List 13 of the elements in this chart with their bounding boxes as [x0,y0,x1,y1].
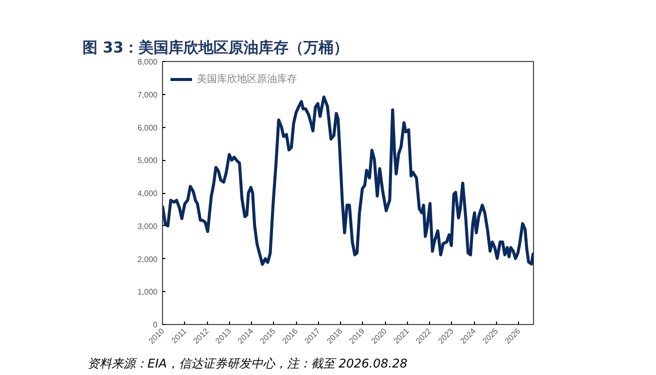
y-tick-label: 0 [153,320,158,330]
y-tick-label: 6,000 [137,123,158,132]
y-tick-label: 7,000 [137,90,158,100]
y-tick-label: 1,000 [137,288,158,297]
chart-title: 图 33：美国库欣地区原油库存（万桶） [82,38,349,56]
legend-label: 美国库欣地区原油库存 [197,72,297,86]
y-tick-label: 3,000 [137,222,158,231]
text: 资料来源：EIA，信达证券研发中心，注：截至 2026.08.28 [88,356,408,370]
y-tick-label: 5,000 [137,156,158,166]
y-tick-label: 2,000 [137,254,158,264]
y-tick-label: 4,000 [137,189,158,198]
line-series [162,96,534,266]
y-tick-label: 8,000 [137,58,158,66]
